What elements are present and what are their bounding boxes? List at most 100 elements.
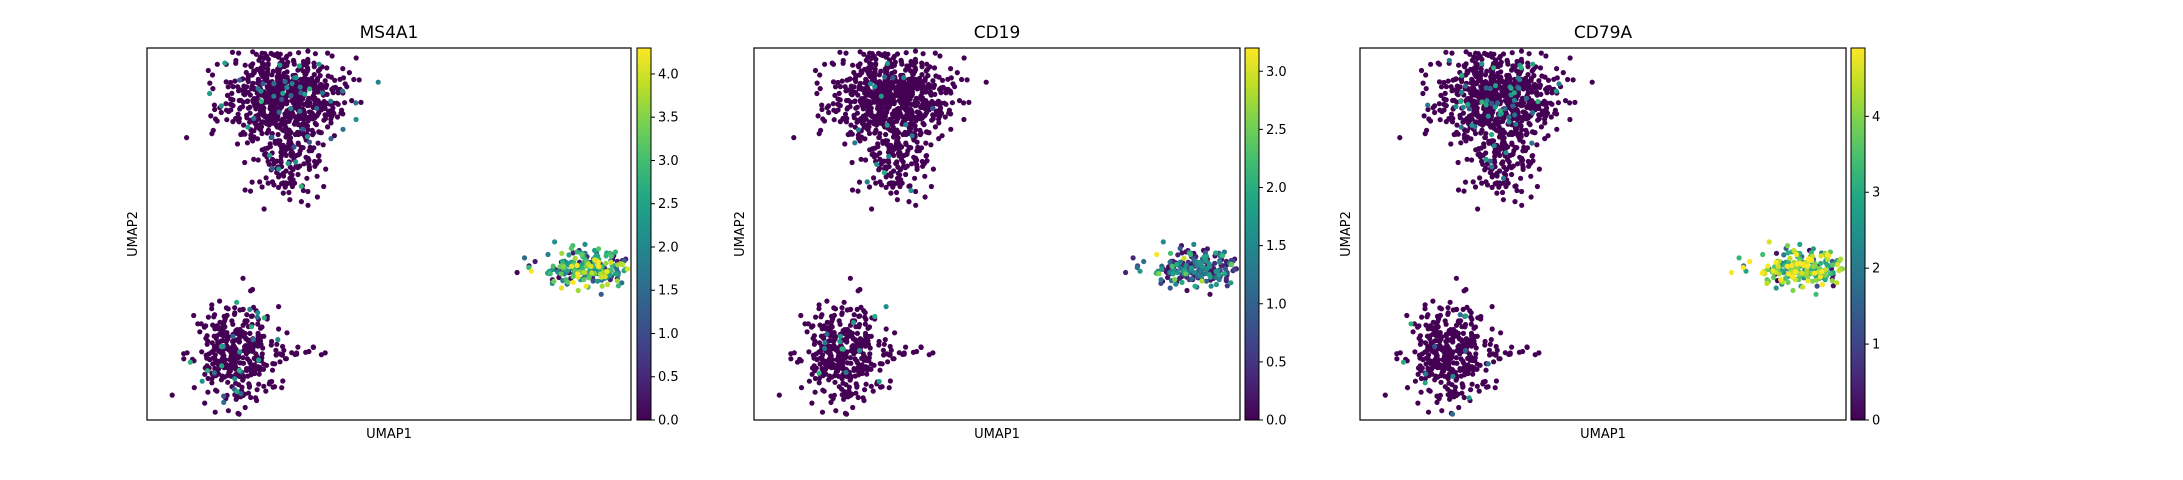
cell-point [829, 357, 836, 363]
cell-point [1489, 304, 1495, 310]
cell-point [217, 319, 223, 325]
cell-point [608, 259, 614, 265]
cell-point [558, 285, 565, 291]
cell-point [983, 79, 989, 85]
cell-point [304, 175, 310, 181]
cell-point [1187, 251, 1194, 258]
cell-point [1524, 344, 1530, 350]
cell-point [933, 111, 939, 117]
cell-point [819, 326, 825, 332]
cell-point [867, 50, 873, 56]
cell-point [1810, 263, 1816, 269]
cell-point [222, 324, 228, 330]
cell-point [1829, 278, 1835, 284]
cell-point [820, 352, 826, 358]
cell-point [267, 152, 273, 158]
cell-point [1445, 305, 1451, 311]
cell-point [890, 184, 896, 190]
cell-point [332, 77, 338, 83]
cell-point [810, 352, 817, 358]
cell-point [1535, 117, 1541, 123]
cell-point [1553, 88, 1559, 94]
cell-point [847, 355, 853, 361]
cell-point [1441, 101, 1447, 107]
cell-point [250, 348, 256, 354]
cell-point [1446, 57, 1452, 64]
cell-point [1492, 153, 1498, 159]
cell-point [1506, 119, 1512, 125]
cell-point [835, 79, 841, 86]
cell-point [1468, 330, 1475, 336]
cell-point [899, 157, 905, 163]
cell-point [886, 95, 893, 101]
cell-point [211, 333, 217, 339]
cell-point [1509, 131, 1515, 138]
cell-point [1404, 312, 1410, 319]
cell-point [259, 50, 265, 56]
cell-point [305, 155, 311, 161]
cell-point [843, 369, 849, 375]
cell-point [1416, 323, 1422, 329]
colorbar-tick-label: 3.5 [658, 111, 679, 126]
cell-point [560, 263, 567, 269]
cell-point [896, 151, 902, 157]
cell-point [581, 276, 587, 283]
cell-point [232, 305, 238, 311]
cell-point [1554, 66, 1560, 72]
cell-point [204, 368, 211, 374]
cell-point [209, 306, 215, 312]
cell-point [1518, 65, 1524, 71]
cell-point [226, 369, 232, 375]
cell-point [290, 177, 296, 183]
cell-point [581, 269, 587, 275]
cell-point [207, 90, 213, 97]
cell-point [1448, 111, 1455, 117]
cell-point [1181, 255, 1187, 261]
cell-point [1412, 378, 1418, 384]
cell-point [258, 127, 264, 133]
cell-point [323, 166, 329, 172]
cell-point [245, 390, 252, 396]
cell-point [886, 181, 892, 187]
cell-point [265, 127, 272, 133]
cell-point [836, 356, 843, 362]
cell-point [1838, 256, 1844, 262]
cell-point [253, 106, 259, 112]
cell-point [282, 75, 288, 81]
cell-point [1491, 65, 1497, 71]
cell-point [1170, 271, 1176, 277]
cell-point [232, 78, 238, 84]
cell-point [256, 357, 262, 363]
cell-point [1475, 206, 1481, 212]
cell-point [257, 179, 263, 185]
cell-point [914, 139, 920, 145]
cell-point [295, 67, 301, 73]
cell-point [1512, 144, 1518, 151]
cell-point [1560, 70, 1566, 76]
cell-point [233, 396, 239, 402]
cell-point [195, 321, 201, 327]
cell-point [301, 109, 307, 115]
cell-point [903, 141, 909, 147]
cell-point [1450, 373, 1456, 379]
cell-point [936, 74, 942, 80]
cell-point [1510, 103, 1516, 109]
cell-point [903, 171, 909, 178]
cell-point [358, 99, 364, 105]
cell-point [241, 373, 247, 379]
cell-point [818, 127, 824, 133]
cell-point [894, 127, 900, 133]
cell-point [1474, 383, 1480, 389]
cell-point [214, 388, 220, 394]
cell-point [877, 367, 883, 373]
cell-point [1434, 399, 1440, 405]
cell-point [1472, 184, 1479, 190]
panel-title: CD79A [1574, 23, 1633, 43]
cell-point [1456, 335, 1462, 341]
colorbar-tick-label: 2 [1872, 262, 1880, 277]
cell-point [1461, 364, 1467, 370]
cell-point [1472, 324, 1479, 330]
cell-point [295, 131, 302, 138]
cell-point [246, 381, 252, 387]
cell-point [1489, 326, 1495, 332]
